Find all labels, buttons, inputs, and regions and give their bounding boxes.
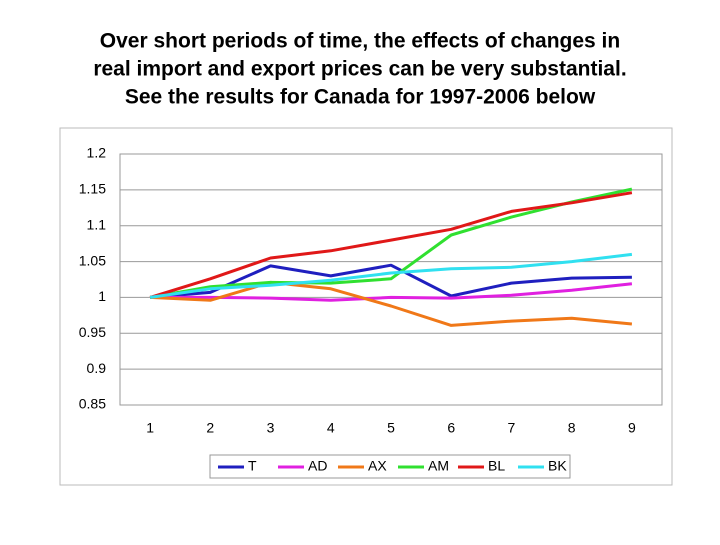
y-tick-label: 1.05 <box>79 252 106 268</box>
x-tick-label: 9 <box>628 420 636 436</box>
y-tick-label: 1 <box>98 288 106 304</box>
legend-label: BK <box>548 458 567 474</box>
x-tick-label: 4 <box>327 420 335 436</box>
x-tick-label: 2 <box>206 420 214 436</box>
series-line <box>149 252 633 299</box>
x-tick-label: 7 <box>508 420 516 436</box>
x-tick-label: 6 <box>447 420 455 436</box>
legend-label: BL <box>488 458 505 474</box>
legend-label: AM <box>428 458 449 474</box>
x-tick-label: 5 <box>387 420 395 436</box>
legend-label: AX <box>368 458 387 474</box>
y-tick-label: 0.9 <box>87 360 107 376</box>
series-line <box>150 280 633 327</box>
x-tick-label: 1 <box>146 420 154 436</box>
y-tick-label: 1.1 <box>87 216 107 232</box>
legend-label: AD <box>308 458 327 474</box>
series-line <box>149 263 632 299</box>
y-tick-label: 0.85 <box>79 396 106 412</box>
series-line <box>149 191 633 299</box>
legend-box <box>209 454 571 479</box>
chart-title-line: See the results for Canada for 1997-2006… <box>125 86 596 109</box>
y-tick-label: 1.2 <box>87 145 107 161</box>
legend-label: T <box>248 458 257 474</box>
chart-title-line: real import and export prices can be ver… <box>93 58 626 81</box>
y-tick-label: 1.15 <box>79 181 106 197</box>
y-tick-label: 0.95 <box>79 324 106 340</box>
series-line <box>150 282 633 302</box>
x-tick-label: 3 <box>267 420 275 436</box>
x-tick-label: 8 <box>568 420 576 436</box>
chart-title-line: Over short periods of time, the effects … <box>100 30 620 53</box>
